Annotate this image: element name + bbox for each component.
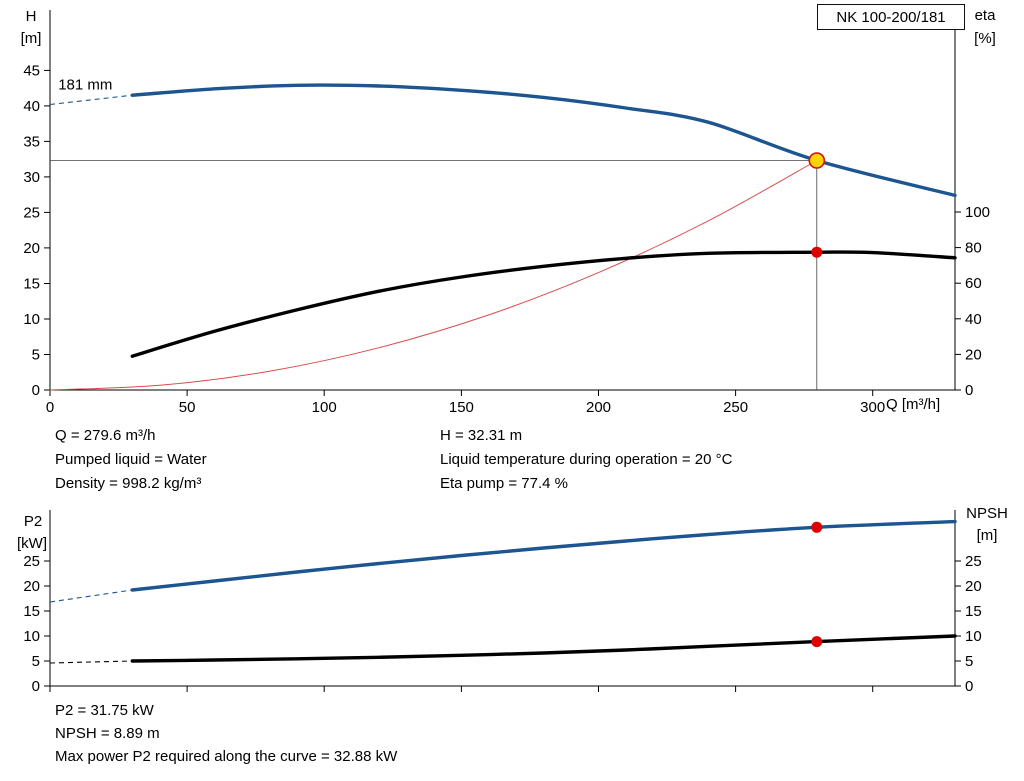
h-curve-extrapolation xyxy=(49,94,133,106)
y-left-axis-title: H xyxy=(26,8,37,25)
y-right-tick-label: 20 xyxy=(965,346,982,363)
y-right-tick-label: 15 xyxy=(965,603,982,620)
y-left-tick-label: 15 xyxy=(23,276,40,293)
x-tick-label: 300 xyxy=(860,399,885,416)
npsh-curve-extrapolation xyxy=(49,660,133,664)
flow-value: Q = 279.6 m³/h xyxy=(55,427,156,444)
pump-type-box: NK 100-200/181 xyxy=(817,4,965,30)
y-right-tick-label: 80 xyxy=(965,240,982,257)
x-axis-label: Q [m³/h] xyxy=(886,396,940,413)
y-left-axis-unit: [m] xyxy=(21,30,42,47)
p2-value: P2 = 31.75 kW xyxy=(55,702,154,719)
y-right-tick-label: 100 xyxy=(965,204,990,221)
y-left-tick-label: 0 xyxy=(32,382,40,399)
y-left-tick-label: 35 xyxy=(23,133,40,150)
pump-performance-chart: 0 50 100 150 200 250 300 0 5 10 15 20 25 30 35 40 45 0 20 4… xyxy=(21,7,997,416)
operating-data-right: H = 32.31 m Liquid temperature during op… xyxy=(440,424,732,496)
max-power-value: Max power P2 required along the curve = … xyxy=(55,748,398,765)
head-value: H = 32.31 m xyxy=(440,427,523,444)
y-left-tick-label: 25 xyxy=(23,553,40,570)
y-right-tick-label: 20 xyxy=(965,578,982,595)
x-tick-label: 200 xyxy=(586,399,611,416)
density-value: Density = 998.2 kg/m³ xyxy=(55,475,202,492)
duty-point-marker xyxy=(808,152,826,169)
p2-curve-extrapolation xyxy=(49,589,133,603)
y-right-axis-title: eta xyxy=(975,7,997,24)
y-left-tick-label: 5 xyxy=(32,347,40,364)
y-left-axis-unit: [kW] xyxy=(17,535,47,552)
x-tick-label: 0 xyxy=(46,399,54,416)
p2-duty-dot xyxy=(811,521,823,533)
y-right-axis-unit: [%] xyxy=(974,30,996,47)
y-right-axis-unit: [m] xyxy=(977,527,998,544)
y-right-tick-label: 60 xyxy=(965,275,982,292)
pumped-liquid-value: Pumped liquid = Water xyxy=(55,451,207,468)
npsh-duty-dot xyxy=(811,636,823,648)
h-curve xyxy=(130,83,957,198)
y-left-tick-label: 25 xyxy=(23,204,40,221)
y-left-tick-label: 20 xyxy=(23,578,40,595)
impeller-diameter-label: 181 mm xyxy=(58,77,112,94)
y-right-tick-label: 5 xyxy=(965,653,973,670)
y-right-tick-label: 40 xyxy=(965,311,982,328)
x-tick-label: 150 xyxy=(449,399,474,416)
y-left-axis-title: P2 xyxy=(24,513,42,530)
npsh-value: NPSH = 8.89 m xyxy=(55,725,160,742)
system-curve xyxy=(49,160,818,391)
eta-duty-dot xyxy=(811,246,823,258)
y-left-tick-label: 5 xyxy=(32,653,40,670)
x-tick-label: 100 xyxy=(312,399,337,416)
power-npsh-chart: 0 5 10 15 20 25 0 5 10 15 20 25 P2 [kW] NPSH [m] xyxy=(17,505,1008,695)
y-left-tick-label: 0 xyxy=(32,678,40,695)
y-right-tick-label: 0 xyxy=(965,678,973,695)
operating-data-left: Q = 279.6 m³/h Pumped liquid = Water Den… xyxy=(55,424,207,496)
y-left-tick-label: 10 xyxy=(23,311,40,328)
liquid-temperature-value: Liquid temperature during operation = 20… xyxy=(440,451,733,468)
p2-curve xyxy=(130,519,957,592)
y-right-tick-label: 0 xyxy=(965,382,973,399)
y-right-tick-label: 10 xyxy=(965,628,982,645)
power-npsh-data: P2 = 31.75 kW NPSH = 8.89 m Max power P2… xyxy=(55,699,397,768)
x-tick-label: 50 xyxy=(179,399,196,416)
y-left-tick-label: 10 xyxy=(23,628,40,645)
eta-pump-value: Eta pump = 77.4 % xyxy=(440,475,568,492)
x-tick-label: 250 xyxy=(723,399,748,416)
y-left-tick-label: 40 xyxy=(23,98,40,115)
eta-curve xyxy=(130,250,957,358)
npsh-curve xyxy=(130,634,957,663)
y-right-axis-title: NPSH xyxy=(966,505,1008,522)
y-right-tick-label: 25 xyxy=(965,553,982,570)
y-left-tick-label: 30 xyxy=(23,169,40,186)
y-left-tick-label: 45 xyxy=(23,62,40,79)
y-left-tick-label: 20 xyxy=(23,240,40,257)
y-left-tick-label: 15 xyxy=(23,603,40,620)
